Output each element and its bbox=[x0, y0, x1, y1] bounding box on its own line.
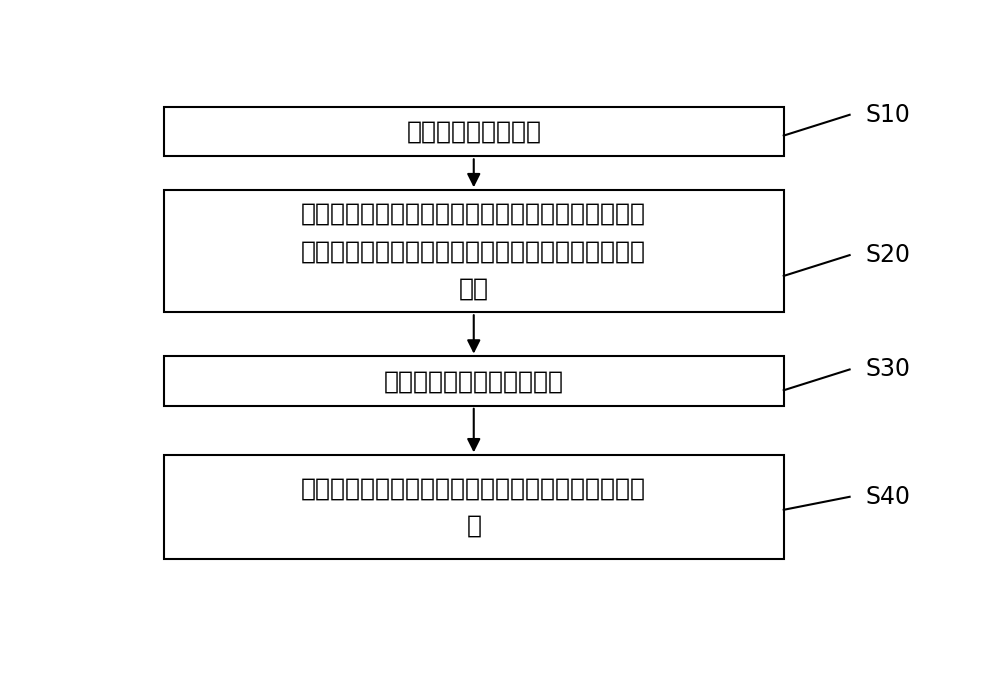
Bar bbox=[164, 190, 784, 313]
Bar bbox=[164, 455, 784, 559]
Bar bbox=[164, 356, 784, 406]
Bar bbox=[164, 107, 784, 157]
Text: S40: S40 bbox=[865, 485, 910, 509]
Text: S10: S10 bbox=[865, 103, 910, 127]
Text: S30: S30 bbox=[865, 358, 910, 381]
Text: 获取室外换热器的霜层情况: 获取室外换热器的霜层情况 bbox=[384, 369, 564, 393]
Text: 获取空调的运行状态: 获取空调的运行状态 bbox=[406, 119, 541, 144]
Text: 在空调的运行状态为除霜的状态下，控制导风板关闭
室内出风口并控制室内风机将室内气流从室外出风口
吹出: 在空调的运行状态为除霜的状态下，控制导风板关闭 室内出风口并控制室内风机将室内气… bbox=[301, 202, 646, 300]
Text: S20: S20 bbox=[865, 243, 910, 267]
Text: 在室外换热器不存在霜层的情况下，控制室内风机停
机: 在室外换热器不存在霜层的情况下，控制室内风机停 机 bbox=[301, 477, 646, 538]
